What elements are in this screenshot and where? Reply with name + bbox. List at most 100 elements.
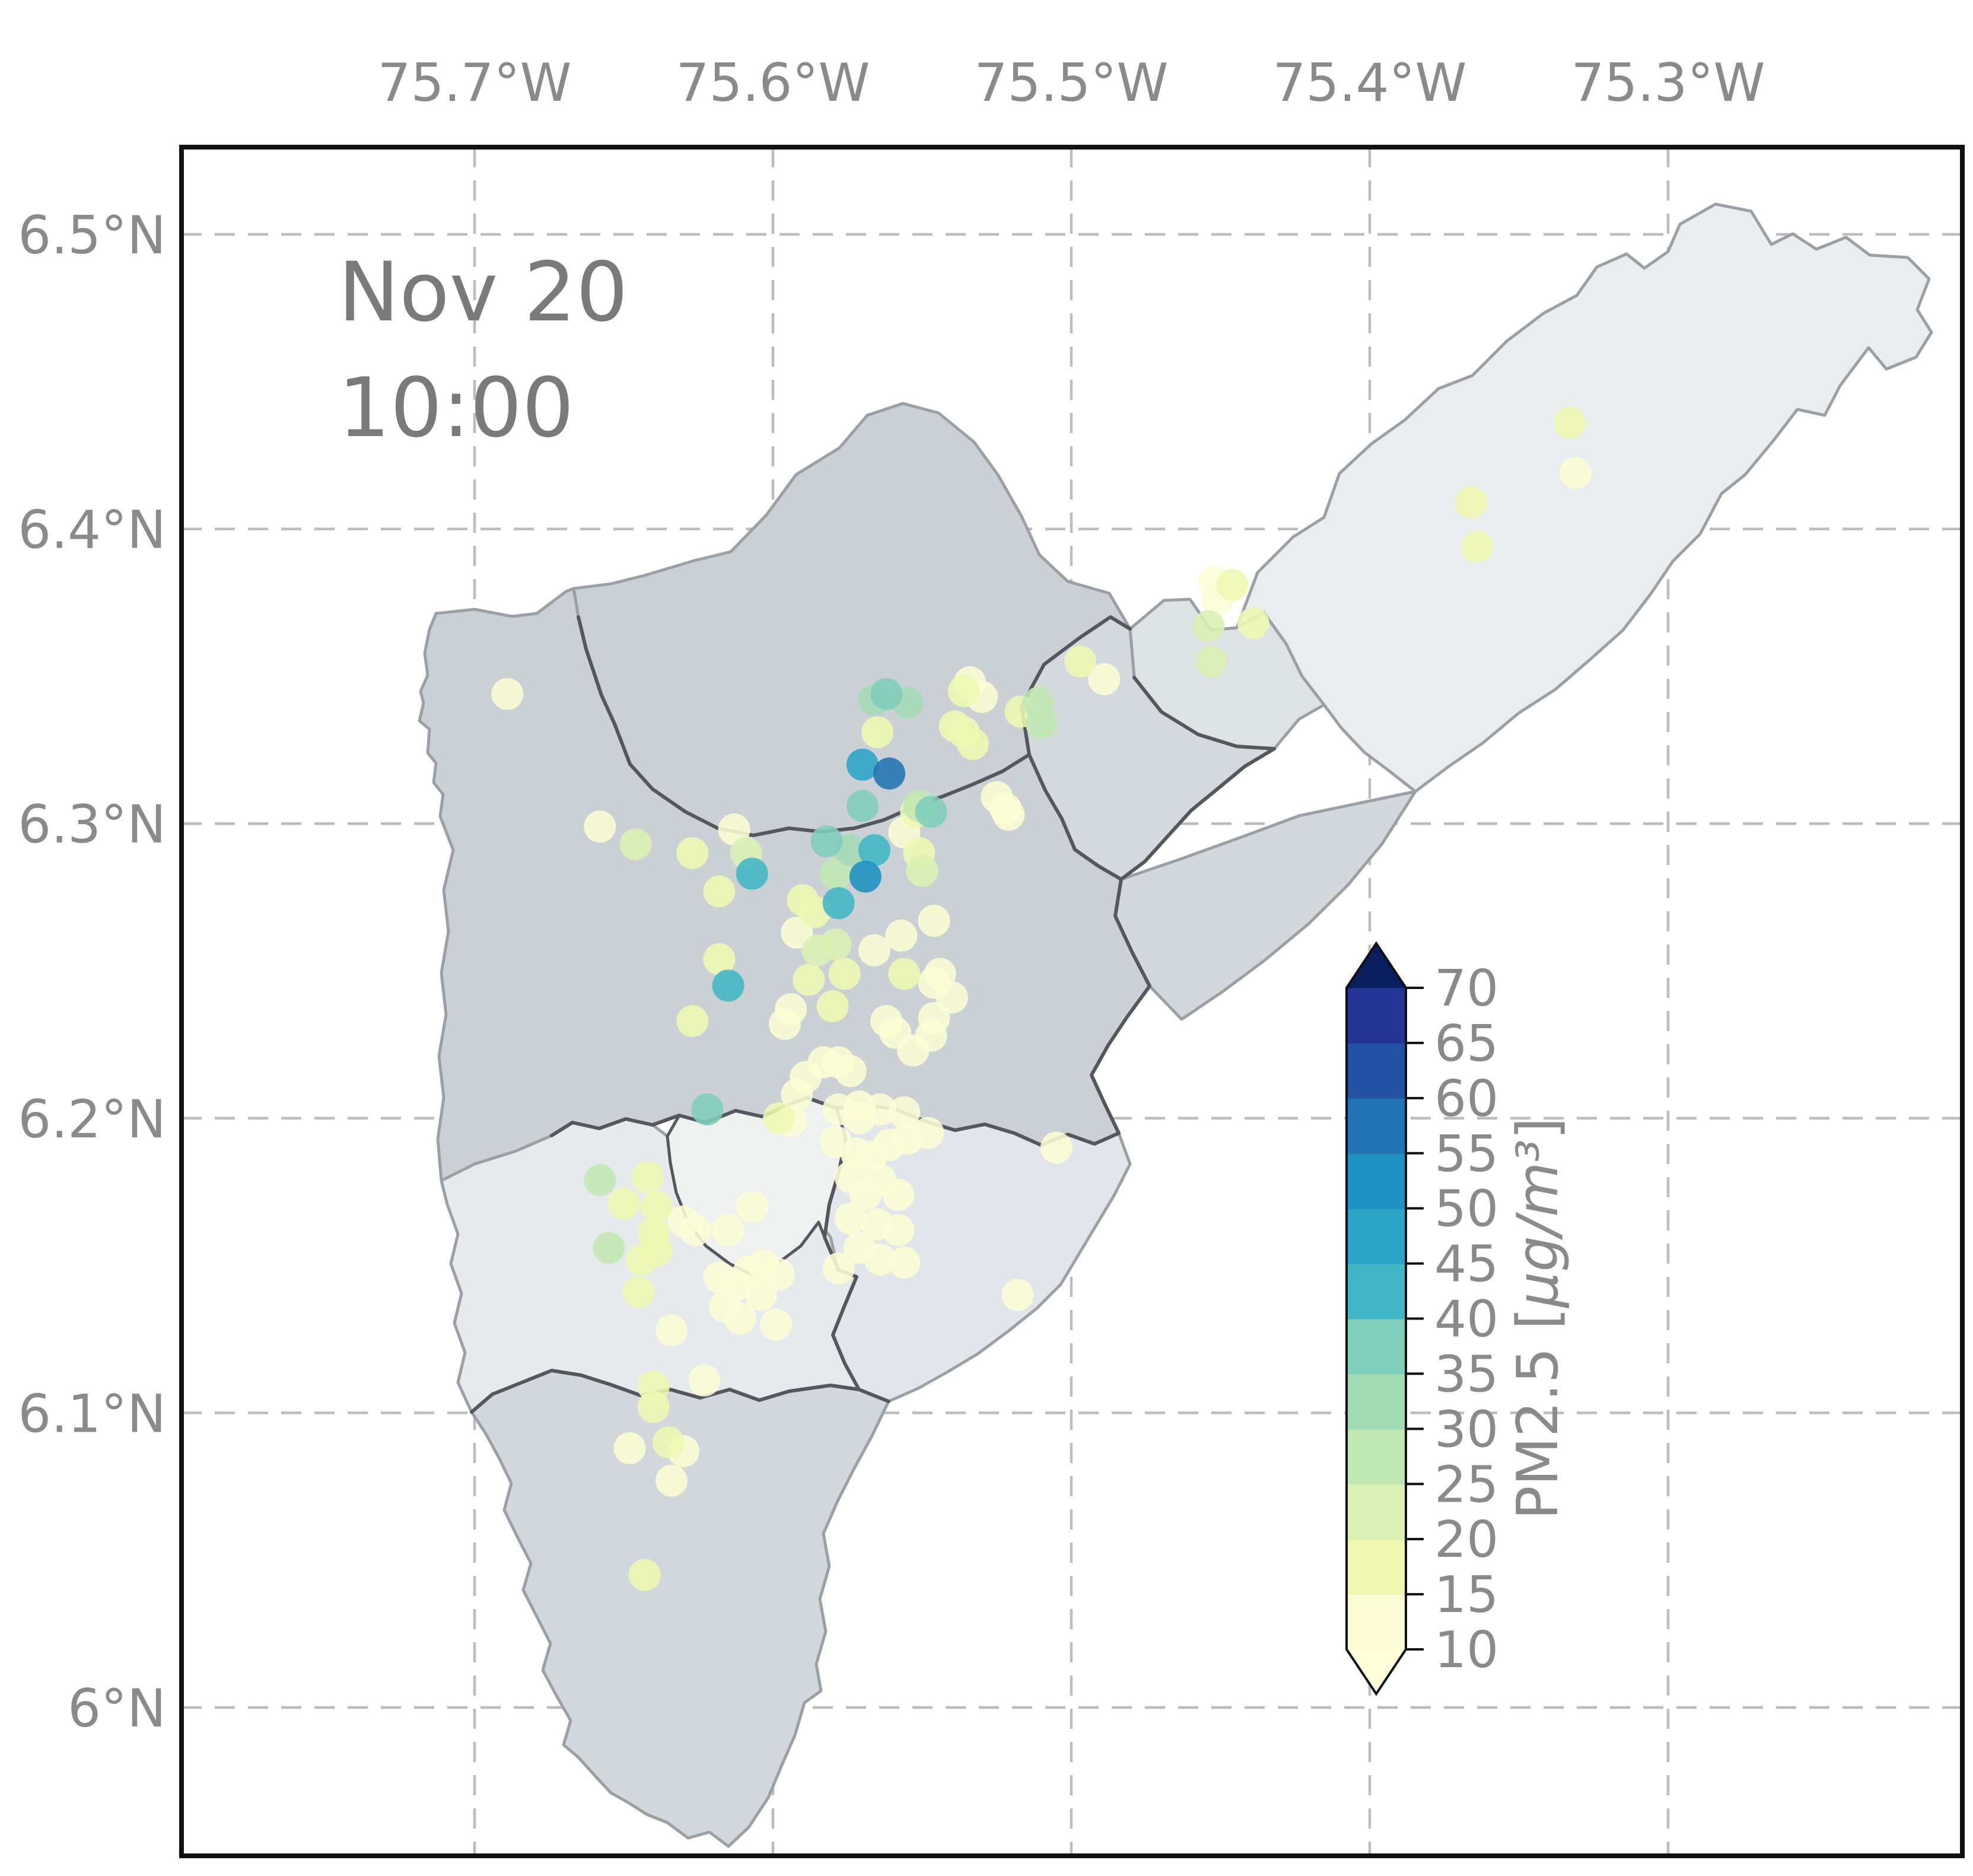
- colorbar-segment: [1347, 1484, 1406, 1540]
- station-dot: [676, 837, 709, 869]
- colorbar-segment: [1347, 1042, 1406, 1099]
- colorbar-segment: [1347, 1594, 1406, 1650]
- station-dot: [1192, 610, 1225, 643]
- y-tick-label: 6.2°N: [18, 1089, 166, 1150]
- station-dot: [846, 790, 879, 822]
- municipality-border: [1090, 877, 1151, 1135]
- station-dot: [1461, 530, 1494, 563]
- colorbar-under-arrow: [1347, 1649, 1406, 1694]
- station-dot: [607, 1187, 640, 1220]
- colorbar-segment: [1347, 1429, 1406, 1485]
- y-tick-label: 6°N: [68, 1678, 166, 1739]
- station-dot: [769, 1007, 801, 1040]
- y-tick-label: 6.1°N: [18, 1383, 166, 1444]
- station-dot: [992, 799, 1025, 831]
- station-dot: [744, 1279, 777, 1311]
- station-dot: [822, 1252, 855, 1285]
- station-dot: [843, 1090, 876, 1123]
- axis-tick-labels: 75.7°W 75.6°W 75.5°W 75.4°W 75.3°W 6.5°N 6.4°N…: [18, 52, 1765, 1739]
- colorbar-tick-label: 40: [1434, 1290, 1498, 1349]
- station-dot: [888, 958, 921, 990]
- station-dot: [691, 1093, 724, 1125]
- station-dot: [1040, 1131, 1073, 1164]
- station-dot: [628, 1559, 661, 1591]
- station-dot: [1022, 686, 1055, 719]
- x-tick-label: 75.7°W: [378, 52, 572, 113]
- timestamp-time: 10:00: [338, 360, 574, 456]
- colorbar-segment: [1347, 1208, 1406, 1264]
- station-dot: [801, 934, 834, 966]
- station-dot: [584, 810, 616, 843]
- station-dot: [906, 854, 938, 887]
- station-dot: [957, 728, 989, 761]
- colorbar-tick-label: 10: [1434, 1621, 1498, 1680]
- station-dot: [861, 1208, 894, 1241]
- municipality-border: [577, 615, 1031, 837]
- colorbar-tick-label: 65: [1434, 1015, 1498, 1073]
- colorbar-segment: [1347, 988, 1406, 1044]
- station-dot: [703, 875, 736, 908]
- station-dot: [781, 1079, 813, 1111]
- station-dot: [718, 813, 750, 846]
- x-tick-label: 75.5°W: [975, 52, 1169, 113]
- station-dot: [1001, 1279, 1034, 1311]
- station-dot: [1455, 486, 1488, 519]
- station-dot: [736, 857, 768, 890]
- station-dot: [688, 1364, 721, 1397]
- municipality-border: [550, 1096, 1121, 1147]
- station-dot: [1237, 607, 1269, 640]
- station-dot: [1195, 646, 1228, 678]
- station-dot: [747, 1249, 780, 1282]
- timestamp-date: Nov 20: [338, 244, 628, 340]
- station-dot: [655, 1314, 688, 1347]
- y-tick-label: 6.3°N: [18, 794, 166, 855]
- station-dot: [652, 1426, 685, 1459]
- colorbar-segment: [1347, 1098, 1406, 1154]
- station-dot: [640, 1190, 673, 1223]
- colorbar-segment: [1347, 1153, 1406, 1209]
- y-tick-label: 6.4°N: [18, 500, 166, 561]
- colorbar-segment: [1347, 1539, 1406, 1595]
- station-dot: [858, 934, 891, 966]
- station-dot: [810, 825, 843, 857]
- station-dots: [491, 406, 1592, 1591]
- station-dot: [491, 678, 524, 710]
- station-dot: [640, 1235, 673, 1267]
- station-dot: [712, 969, 744, 1002]
- colorbar-tick-label: 60: [1434, 1070, 1498, 1128]
- station-dot: [828, 958, 861, 990]
- colorbar-segment: [1347, 1318, 1406, 1375]
- station-dot: [1064, 646, 1097, 678]
- station-dot: [870, 678, 903, 710]
- station-dot: [888, 1247, 921, 1279]
- station-dot: [712, 1214, 744, 1247]
- station-dot: [885, 919, 918, 952]
- station-dot: [613, 1432, 646, 1464]
- station-dot: [834, 1202, 867, 1235]
- station-dot: [947, 675, 980, 707]
- x-tick-label: 75.4°W: [1273, 52, 1467, 113]
- colorbar-tick-label: 20: [1434, 1511, 1498, 1569]
- station-dot: [822, 887, 855, 920]
- station-dot: [736, 1190, 768, 1223]
- colorbar-tick-label: 45: [1434, 1235, 1498, 1294]
- station-dot: [1216, 568, 1249, 601]
- station-dot: [912, 1117, 944, 1149]
- station-dot: [724, 1302, 756, 1335]
- station-dot: [816, 990, 849, 1023]
- station-dot: [864, 1244, 897, 1276]
- y-tick-label: 6.5°N: [18, 205, 166, 266]
- colorbar-over-arrow: [1347, 943, 1406, 988]
- station-dot: [1088, 663, 1121, 695]
- colorbar-tick-label: 25: [1434, 1455, 1498, 1514]
- station-dot: [918, 905, 950, 937]
- station-dot: [1560, 457, 1592, 489]
- station-dot: [584, 1164, 616, 1197]
- colorbar-segment: [1347, 1263, 1406, 1319]
- colorbar-tick-label: 70: [1434, 959, 1498, 1018]
- colorbar-tick-label: 50: [1434, 1180, 1498, 1239]
- municipality-map: [418, 202, 1933, 1848]
- station-dot: [873, 1128, 906, 1161]
- colorbar-tick-label: 15: [1434, 1566, 1498, 1624]
